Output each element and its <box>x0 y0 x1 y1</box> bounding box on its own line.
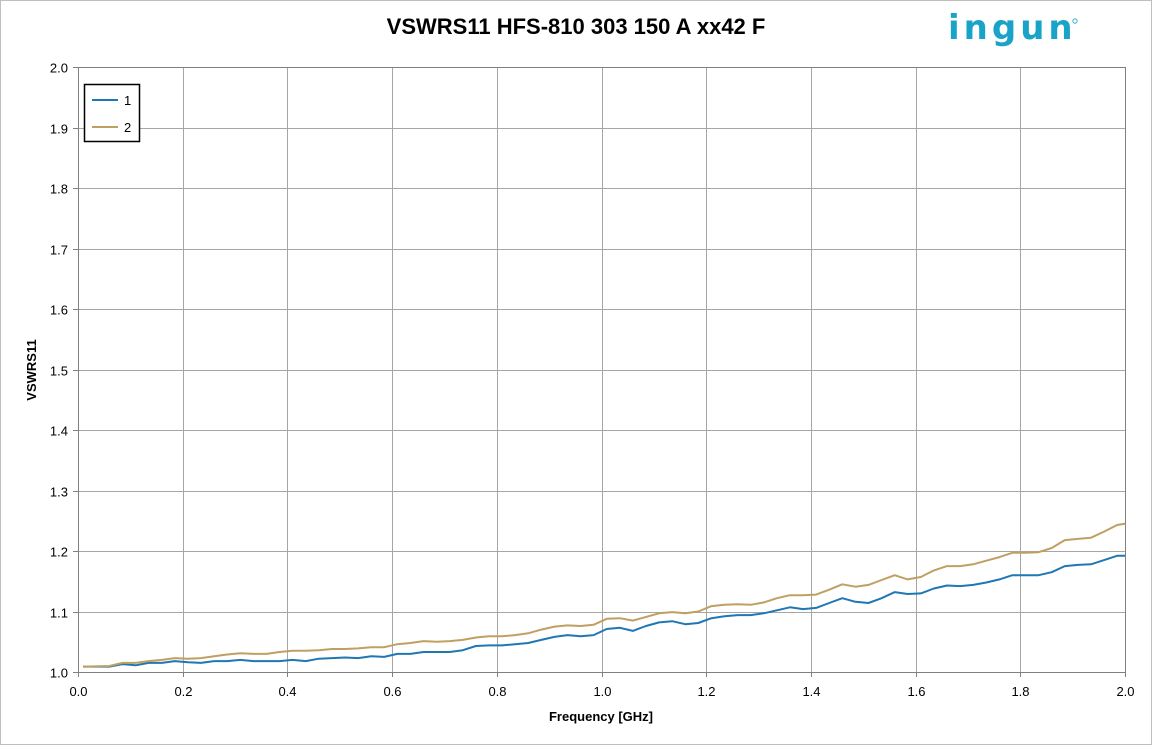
legend: 12 <box>83 83 141 143</box>
y-tick-label: 1.5 <box>50 364 68 379</box>
plot-border <box>78 67 1126 673</box>
y-tick-label: 1.0 <box>50 666 68 681</box>
x-tick-label: 0.2 <box>174 684 192 699</box>
series-lines <box>83 522 1126 668</box>
x-tick-label: 1.0 <box>593 684 611 699</box>
registered-mark <box>1072 18 1078 24</box>
axes <box>73 67 1126 677</box>
x-tick-label: 1.6 <box>907 684 925 699</box>
x-tick-label: 1.2 <box>697 684 715 699</box>
plot-area <box>78 67 1125 672</box>
x-tick-label: 0.0 <box>69 684 87 699</box>
x-tick-label: 0.4 <box>278 684 296 699</box>
series-1-line <box>83 554 1125 668</box>
y-tick-label: 1.9 <box>50 122 68 137</box>
x-tick-label: 0.6 <box>383 684 401 699</box>
x-tick-labels: 0.0 0.2 0.4 0.6 0.8 1.0 1.2 1.4 1.6 1.8 2.0 <box>69 684 1134 699</box>
x-tick-label: 1.4 <box>802 684 820 699</box>
x-tick-label: 2.0 <box>1116 684 1134 699</box>
y-tick-label: 2.0 <box>50 61 68 76</box>
y-tick-label: 1.2 <box>50 545 68 560</box>
y-tick-label: 1.4 <box>50 424 68 439</box>
chart-title: VSWRS11 HFS-810 303 150 A xx42 F <box>386 14 766 39</box>
legend-box <box>83 83 141 143</box>
ingun-logo-text: ingun <box>948 8 1077 48</box>
x-tick-label: 0.8 <box>488 684 506 699</box>
y-tick-label: 1.1 <box>50 606 68 621</box>
y-axis-label: VSWRS11 <box>24 339 39 400</box>
series-2-line <box>83 522 1126 668</box>
x-tick-label: 1.8 <box>1011 684 1029 699</box>
ingun-logo: ingun <box>946 8 1086 55</box>
y-tick-labels: 1.0 1.1 1.2 1.3 1.4 1.5 1.6 1.7 1.8 1.9 2.0 <box>50 61 68 681</box>
y-tick-label: 1.3 <box>50 485 68 500</box>
y-tick-label: 1.6 <box>50 303 68 318</box>
y-tick-label: 1.7 <box>50 243 68 258</box>
legend-label-1: 1 <box>124 93 131 108</box>
x-axis-label: Frequency [GHz] <box>549 709 653 724</box>
legend-label-2: 2 <box>124 120 131 135</box>
y-tick-label: 1.8 <box>50 182 68 197</box>
